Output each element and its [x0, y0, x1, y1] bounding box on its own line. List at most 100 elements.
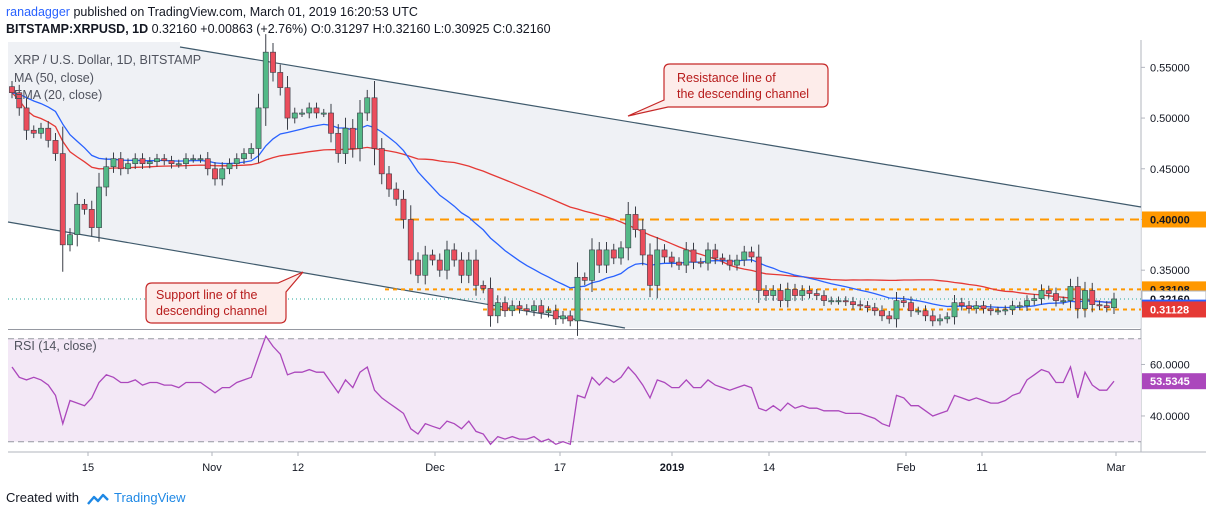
candle[interactable] [125, 158, 131, 175]
candle[interactable] [320, 108, 327, 118]
candle[interactable] [734, 254, 740, 271]
candle[interactable] [233, 153, 240, 170]
candle[interactable] [1024, 295, 1030, 312]
candle[interactable] [806, 285, 813, 299]
candle[interactable] [74, 192, 81, 247]
candle[interactable] [516, 300, 523, 314]
candle[interactable] [494, 295, 501, 324]
candle[interactable] [473, 249, 479, 296]
candle[interactable] [277, 64, 284, 96]
candle[interactable] [30, 125, 37, 139]
candle[interactable] [987, 304, 994, 316]
candle[interactable] [835, 296, 842, 305]
candle[interactable] [465, 252, 472, 284]
candle[interactable] [1082, 281, 1088, 318]
candle[interactable] [980, 300, 987, 314]
candle[interactable] [88, 200, 95, 237]
candle[interactable] [523, 304, 530, 316]
candle[interactable] [951, 295, 958, 325]
candle[interactable] [581, 272, 588, 286]
candle[interactable] [1002, 305, 1009, 316]
author-link[interactable]: ranadagger [6, 5, 70, 19]
candle[interactable] [937, 314, 943, 326]
candle[interactable] [864, 301, 871, 313]
candle[interactable] [342, 117, 349, 164]
candle[interactable] [1031, 294, 1038, 306]
candle[interactable] [45, 121, 52, 148]
candle[interactable] [676, 257, 682, 270]
candle[interactable] [958, 297, 965, 311]
candle[interactable] [545, 306, 552, 318]
candle[interactable] [502, 296, 508, 317]
candle[interactable] [349, 119, 356, 158]
candle[interactable] [110, 152, 117, 173]
candle[interactable] [422, 245, 429, 285]
candle[interactable] [625, 201, 632, 261]
candle[interactable] [509, 300, 516, 317]
candle[interactable] [908, 296, 914, 317]
ema-20-line[interactable] [11, 92, 1115, 309]
candle[interactable] [770, 285, 777, 301]
candle[interactable] [1009, 300, 1016, 315]
candle[interactable] [407, 205, 414, 275]
candle[interactable] [175, 159, 182, 168]
candle[interactable] [1111, 292, 1117, 314]
candle[interactable] [204, 152, 211, 176]
candle[interactable] [117, 152, 124, 176]
candle[interactable] [777, 283, 784, 308]
candle[interactable] [748, 246, 755, 263]
candle[interactable] [444, 240, 450, 280]
candle[interactable] [966, 300, 972, 314]
resistance-callout-box[interactable] [627, 63, 829, 117]
candle[interactable] [1045, 285, 1052, 299]
candle[interactable] [661, 244, 668, 263]
candle[interactable] [132, 153, 139, 170]
support-line[interactable] [7, 221, 626, 329]
ma-50-line[interactable] [11, 92, 1115, 304]
candle[interactable] [161, 154, 168, 166]
candle[interactable] [400, 190, 407, 229]
candle[interactable] [560, 311, 566, 324]
candle[interactable] [67, 228, 73, 252]
candle[interactable] [879, 305, 885, 322]
candle[interactable] [1096, 300, 1103, 310]
candle[interactable] [632, 206, 639, 238]
candle[interactable] [799, 285, 806, 301]
candle[interactable] [900, 296, 907, 308]
candle[interactable] [871, 302, 878, 316]
candle[interactable] [386, 165, 392, 197]
candle[interactable] [357, 100, 363, 162]
candle[interactable] [59, 126, 66, 272]
candle[interactable] [146, 157, 153, 169]
candle[interactable] [291, 107, 298, 124]
candle[interactable] [23, 98, 30, 140]
candle[interactable] [219, 162, 226, 186]
candle[interactable] [784, 282, 791, 308]
candle[interactable] [364, 89, 371, 121]
candle[interactable] [929, 310, 936, 327]
candle[interactable] [451, 243, 458, 267]
candle[interactable] [821, 290, 827, 306]
candle[interactable] [284, 75, 291, 130]
candle[interactable] [371, 81, 378, 166]
candle[interactable] [755, 244, 762, 303]
candle[interactable] [589, 238, 595, 292]
candle[interactable] [255, 93, 262, 163]
candle[interactable] [328, 103, 334, 143]
candle[interactable] [1074, 276, 1081, 319]
candle[interactable] [610, 243, 617, 265]
candle[interactable] [973, 300, 980, 314]
candle[interactable] [96, 172, 102, 242]
candle[interactable] [139, 153, 146, 170]
candle[interactable] [567, 310, 574, 327]
candle[interactable] [893, 291, 900, 328]
candle[interactable] [857, 300, 864, 310]
candle[interactable] [1038, 284, 1045, 305]
candle[interactable] [850, 296, 856, 310]
candle[interactable] [1053, 287, 1059, 307]
candle[interactable] [741, 245, 748, 267]
candle[interactable] [9, 81, 15, 99]
candle[interactable] [197, 154, 204, 163]
candle[interactable] [212, 162, 218, 186]
candle[interactable] [393, 182, 400, 206]
